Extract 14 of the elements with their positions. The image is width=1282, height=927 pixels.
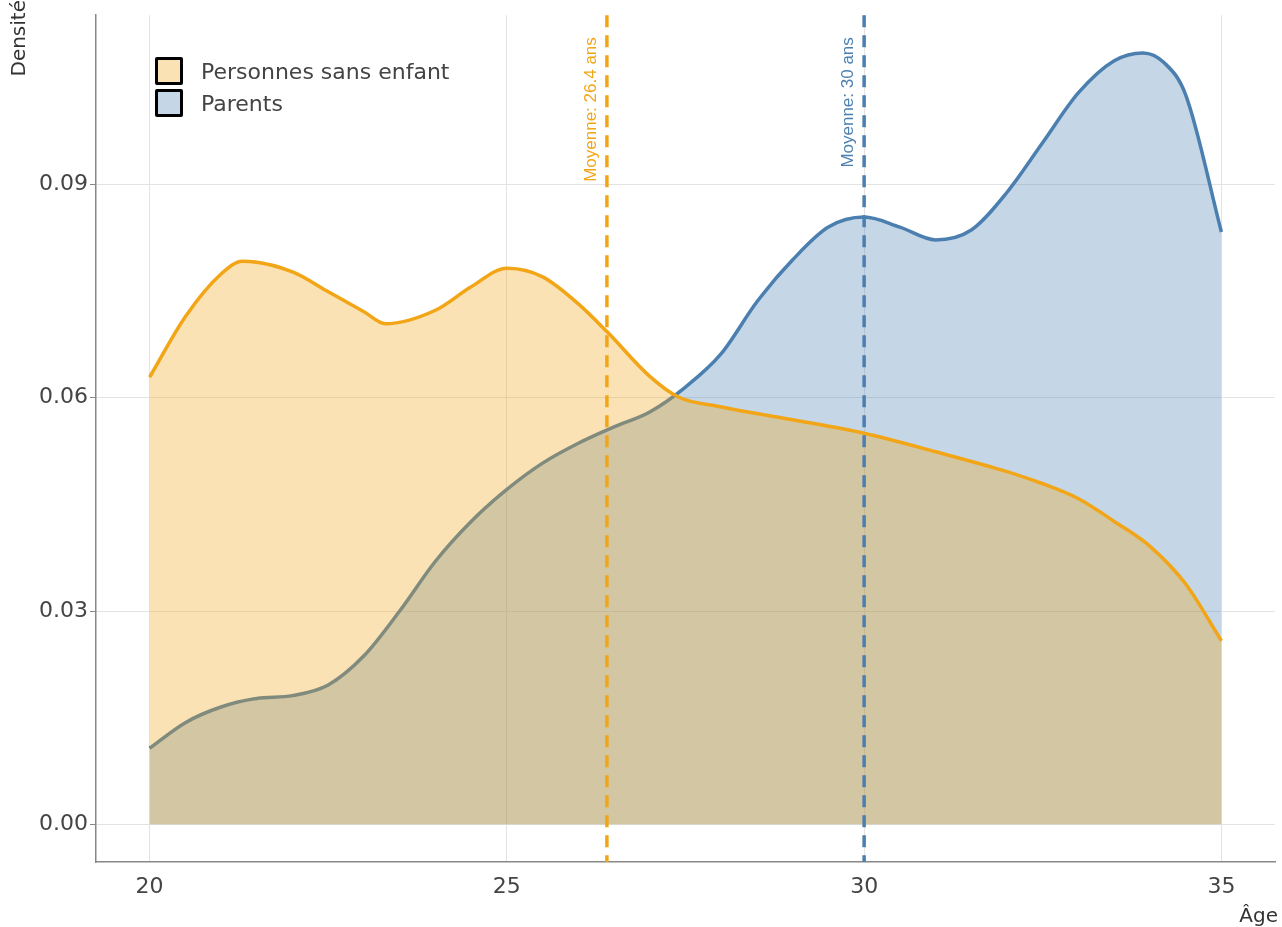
legend-label: Parents <box>201 90 283 116</box>
x-tick-label: 20 <box>135 872 164 898</box>
x-tick-label: 30 <box>850 872 879 898</box>
x-axis-title: Âge <box>1239 903 1278 927</box>
y-axis-title: Densité <box>6 0 30 77</box>
x-tick-label: 35 <box>1207 872 1236 898</box>
ref-line-label: Moyenne: 30 ans <box>838 37 858 168</box>
ref-line-label: Moyenne: 26.4 ans <box>581 37 601 182</box>
x-tick-label: 25 <box>492 872 521 898</box>
y-tick-label: 0.09 <box>39 170 88 196</box>
y-tick-label: 0.03 <box>39 596 88 622</box>
y-tick-label: 0.06 <box>39 383 88 409</box>
legend-label: Personnes sans enfant <box>201 58 450 84</box>
y-tick-label: 0.00 <box>39 810 88 836</box>
